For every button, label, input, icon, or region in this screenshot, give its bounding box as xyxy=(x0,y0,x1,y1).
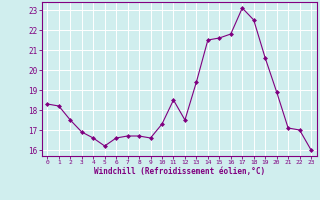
X-axis label: Windchill (Refroidissement éolien,°C): Windchill (Refroidissement éolien,°C) xyxy=(94,167,265,176)
